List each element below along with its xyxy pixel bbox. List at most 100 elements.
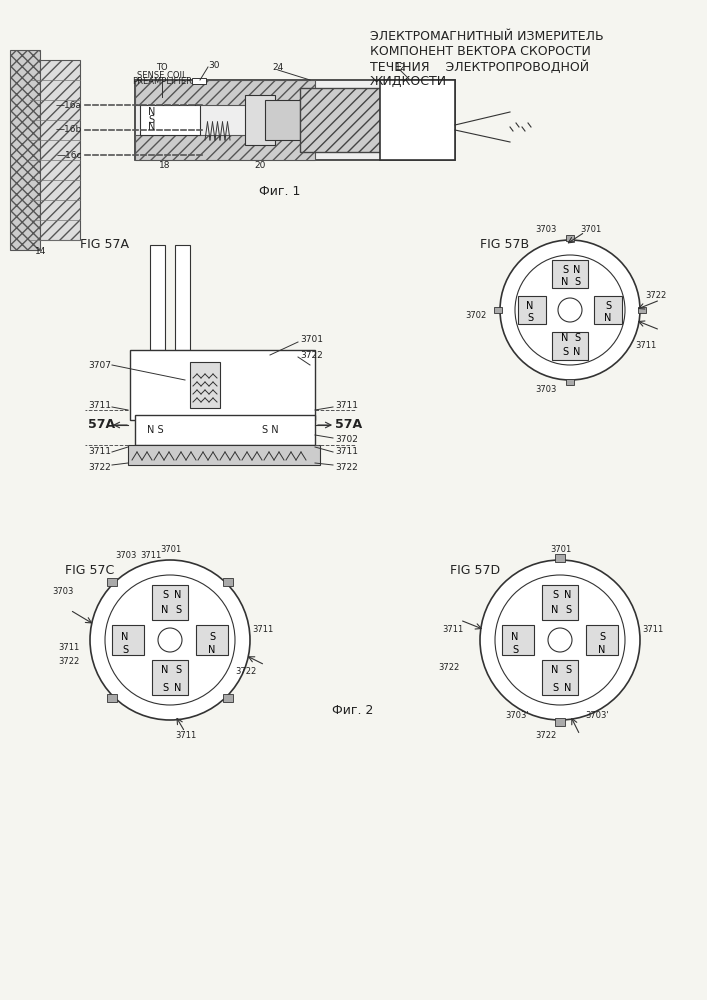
Text: —16a: —16a [56, 101, 82, 109]
Bar [502, 625, 534, 655]
Text: S: S [122, 645, 128, 655]
Circle shape [90, 560, 250, 720]
Text: TO: TO [156, 64, 168, 73]
Text: 3711: 3711 [335, 400, 358, 410]
Bar [128, 445, 320, 465]
Circle shape [480, 560, 640, 720]
Text: 24: 24 [272, 64, 284, 73]
Text: ТЕЧЕНИЯ    ЭЛЕКТРОПРОВОДНОЙ: ТЕЧЕНИЯ ЭЛЕКТРОПРОВОДНОЙ [370, 60, 589, 74]
Bar [135, 135, 315, 160]
Text: N: N [551, 605, 559, 615]
Bar [30, 60, 80, 240]
Text: ЭЛЕКТРОМАГНИТНЫЙ ИЗМЕРИТЕЛЬ: ЭЛЕКТРОМАГНИТНЫЙ ИЗМЕРИТЕЛЬ [370, 30, 604, 43]
Text: 3722: 3722 [335, 462, 358, 472]
Text: N: N [604, 313, 612, 323]
Text: N: N [175, 683, 182, 693]
Text: 3701: 3701 [300, 336, 323, 344]
Circle shape [548, 628, 572, 652]
Text: 3722: 3722 [235, 668, 256, 676]
Text: 57A: 57A [88, 418, 115, 432]
Bar [130, 350, 315, 420]
Bar [380, 80, 455, 160]
Text: S: S [562, 347, 568, 357]
Bar [223, 694, 233, 702]
Circle shape [158, 628, 182, 652]
Bar [552, 332, 588, 360]
Text: 3703: 3703 [115, 550, 136, 560]
Circle shape [500, 240, 640, 380]
Bar [542, 660, 578, 695]
Bar [566, 235, 574, 241]
Bar [152, 585, 188, 620]
Text: 3702: 3702 [335, 436, 358, 444]
Bar [107, 694, 117, 702]
Text: ЖИДКОСТИ: ЖИДКОСТИ [370, 75, 447, 88]
Text: S: S [527, 313, 533, 323]
Text: 3722: 3722 [58, 658, 79, 666]
Bar [150, 245, 165, 350]
Text: 3711: 3711 [140, 550, 161, 560]
Bar [555, 718, 565, 726]
Text: S: S [162, 590, 168, 600]
Text: 3707: 3707 [88, 360, 111, 369]
Bar [196, 625, 228, 655]
Text: 30: 30 [208, 60, 219, 70]
Bar [223, 578, 233, 586]
Bar [135, 415, 315, 445]
Text: S: S [565, 665, 571, 675]
Text: 3711: 3711 [58, 643, 79, 652]
Text: N: N [161, 665, 169, 675]
Bar [494, 307, 502, 313]
Bar [552, 260, 588, 288]
Bar [542, 585, 578, 620]
Text: N: N [209, 645, 216, 655]
Text: S: S [574, 277, 580, 287]
Bar [300, 88, 380, 152]
Text: 3703: 3703 [535, 226, 556, 234]
Text: N: N [564, 590, 572, 600]
Text: N: N [573, 265, 580, 275]
Text: N: N [561, 333, 568, 343]
Text: S: S [175, 605, 181, 615]
Text: 3711: 3711 [442, 626, 463, 635]
Text: 3711: 3711 [175, 730, 197, 740]
Text: 3701: 3701 [580, 226, 601, 234]
Text: 3711: 3711 [88, 400, 111, 410]
Text: N S: N S [146, 425, 163, 435]
Bar [10, 50, 40, 250]
Text: S: S [574, 333, 580, 343]
Text: 14: 14 [35, 247, 47, 256]
Circle shape [105, 575, 235, 705]
Text: 3722: 3722 [645, 290, 666, 300]
Bar [638, 307, 646, 313]
Text: 18: 18 [159, 160, 171, 169]
Bar [135, 80, 455, 160]
Text: Фиг. 1: Фиг. 1 [259, 185, 300, 198]
Text: 3722: 3722 [438, 664, 460, 672]
Text: N: N [598, 645, 606, 655]
Bar [112, 625, 144, 655]
Text: N: N [573, 347, 580, 357]
Text: N: N [511, 632, 519, 642]
Text: 3711: 3711 [635, 340, 656, 350]
Text: S: S [599, 632, 605, 642]
Text: 57A: 57A [335, 418, 362, 432]
Text: N: N [161, 605, 169, 615]
Bar [107, 578, 117, 586]
Text: FIG 57C: FIG 57C [65, 564, 115, 576]
Text: 3722: 3722 [300, 351, 323, 360]
Text: 3701: 3701 [550, 546, 571, 554]
Text: 3711: 3711 [642, 626, 663, 635]
Text: 3702: 3702 [465, 310, 486, 320]
Bar [265, 100, 300, 140]
Text: 3711: 3711 [88, 448, 111, 456]
Circle shape [558, 298, 582, 322]
Text: S: S [565, 605, 571, 615]
Text: 3722: 3722 [535, 730, 556, 740]
Circle shape [495, 575, 625, 705]
Text: 20: 20 [255, 160, 266, 169]
Bar [518, 296, 546, 324]
Text: FIG 57A: FIG 57A [80, 238, 129, 251]
Text: FIG 57D: FIG 57D [450, 564, 500, 576]
Text: N: N [175, 590, 182, 600]
